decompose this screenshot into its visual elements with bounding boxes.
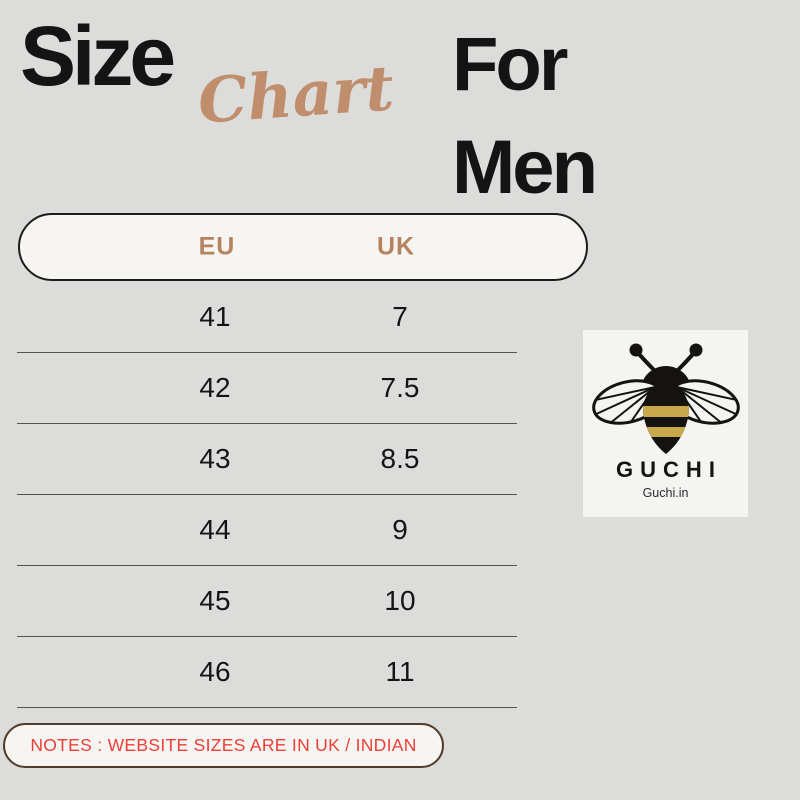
table-row: 41 7: [17, 282, 517, 353]
title-for-men: For Men: [452, 22, 598, 210]
uk-size-value: 9: [392, 514, 408, 545]
column-header-eu: EU: [198, 232, 236, 261]
uk-size-value: 7.5: [380, 372, 420, 403]
uk-size-value: 11: [385, 656, 415, 687]
table-row: 44 9: [17, 495, 517, 566]
size-table-body: 41 7 42 7.5 43 8.5 44 9 45 10 46 11: [17, 282, 517, 708]
table-row: 42 7.5: [17, 353, 517, 424]
title-chart-script: Chart: [195, 51, 397, 138]
table-row: 45 10: [17, 566, 517, 637]
brand-name: GUCHI: [616, 457, 722, 482]
uk-size-value: 10: [384, 585, 416, 616]
uk-size-value: 8.5: [380, 443, 420, 474]
eu-size-value: 43: [199, 443, 231, 474]
eu-size-value: 42: [199, 372, 231, 403]
uk-size-value: 7: [392, 301, 408, 332]
notes-banner: NOTES : WEBSITE SIZES ARE IN UK / INDIAN: [3, 723, 444, 768]
eu-size-value: 41: [199, 301, 231, 332]
brand-website: Guchi.in: [642, 486, 689, 500]
bee-logo-icon: [591, 338, 740, 454]
eu-size-value: 46: [199, 656, 231, 687]
table-row: 43 8.5: [17, 424, 517, 495]
notes-text: NOTES : WEBSITE SIZES ARE IN UK / INDIAN: [30, 735, 417, 755]
table-header-pill: EU UK: [18, 213, 588, 281]
column-header-uk: UK: [376, 232, 416, 261]
title-size: Size: [20, 9, 176, 103]
table-row: 46 11: [17, 637, 517, 708]
eu-size-value: 44: [199, 514, 231, 545]
brand-logo-card: GUCHI Guchi.in: [583, 330, 748, 517]
eu-size-value: 45: [199, 585, 231, 616]
